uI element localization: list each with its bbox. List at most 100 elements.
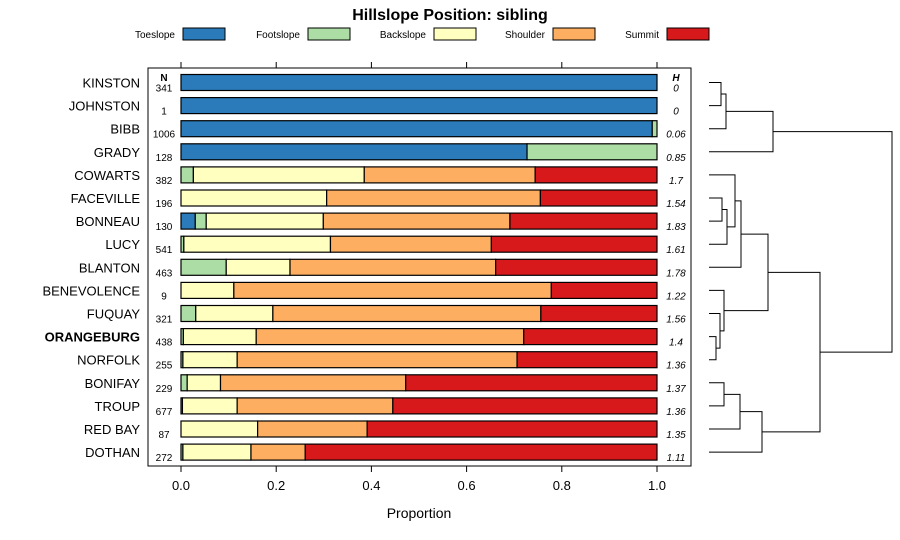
row-h-bonneau: 1.83 (666, 222, 686, 233)
row-n-norfolk: 255 (156, 361, 173, 372)
row-h-fuquay: 1.56 (666, 315, 686, 326)
row-h-kinston: 0 (673, 84, 679, 95)
bar-segment-benevolence-shoulder (233, 281, 552, 299)
dendrogram (709, 82, 893, 453)
row-h-blanton: 1.78 (666, 268, 686, 279)
bar-segment-bibb-footslope (651, 120, 658, 138)
bar-segment-bonifay-summit (405, 374, 658, 392)
bar-segment-lucy-shoulder (329, 235, 492, 253)
row-n-bibb: 1006 (153, 130, 176, 141)
bar-segment-cowarts-shoulder (363, 166, 536, 184)
row-label-dothan: DOTHAN (85, 445, 140, 460)
row-label-cowarts: COWARTS (74, 168, 140, 183)
row-label-bibb: BIBB (110, 122, 140, 137)
row-h-dothan: 1.11 (667, 453, 686, 464)
bar-segment-fuquay-summit (540, 304, 658, 323)
row-label-norfolk: NORFOLK (77, 353, 140, 368)
row-h-benevolence: 1.22 (666, 291, 686, 302)
bar-segment-cowarts-backslope (192, 166, 365, 184)
dendrogram-link-faceville-bonneau (709, 197, 723, 222)
bar-segment-faceville-backslope (180, 189, 328, 207)
bar-segment-blanton-backslope (225, 258, 291, 276)
row-n-cowarts: 382 (156, 176, 173, 187)
row-label-fuquay: FUQUAY (87, 307, 141, 322)
bar-segment-blanton-footslope (180, 258, 227, 276)
dendrogram-link-wet-group (709, 110, 774, 153)
row-h-orangeburg: 1.4 (669, 338, 683, 349)
bar-segment-fuquay-footslope (180, 304, 197, 323)
row-label-orangeburg: ORANGEBURG (45, 330, 140, 345)
bar-segment-grady-footslope (526, 143, 658, 161)
bar-segment-troup-shoulder (236, 397, 394, 415)
row-label-kinston: KINSTON (82, 76, 140, 91)
row-n-fuquay: 321 (156, 315, 173, 326)
legend-label-footslope: Footslope (256, 30, 300, 41)
row-h-grady: 0.85 (666, 153, 686, 164)
dendrogram-link-orangeburg-norfolk (709, 336, 717, 361)
legend-swatch-shoulder (552, 27, 596, 41)
bar-segment-johnston-toeslope (180, 96, 658, 115)
bar-segment-faceville-shoulder (326, 189, 541, 207)
dendrogram-link-bonifay-troup (709, 382, 725, 407)
row-h-faceville: 1.54 (666, 199, 686, 210)
bar-segment-cowarts-summit (534, 166, 658, 184)
legend: Toeslope Footslope Backslope Shoulder Summit (135, 27, 710, 41)
dendrogram-link-kinston-bibb (709, 93, 727, 130)
dendrogram-link-fuquay-norfolk (709, 313, 721, 349)
row-label-grady: GRADY (94, 145, 141, 160)
row-h-bibb: 0.06 (666, 130, 686, 141)
row-h-norfolk: 1.36 (666, 361, 686, 372)
labels-layer: KINSTON 341 0 JOHNSTON 1 0 BIBB 1006 0.06 GRADY 12… (42, 76, 686, 465)
row-label-benevolence: BENEVOLENCE (42, 283, 140, 298)
bar-segment-norfolk-backslope (182, 351, 238, 369)
bar-segment-faceville-summit (539, 189, 658, 207)
bar-segment-bonneau-footslope (194, 212, 207, 230)
bar-segment-bonneau-backslope (205, 212, 324, 230)
x-axis: 0.0 0.2 0.4 0.6 0.8 1.0 (172, 62, 666, 493)
x-tick-label: 0.2 (267, 478, 285, 493)
row-n-benevolence: 9 (161, 291, 167, 302)
bar-segment-lucy-summit (490, 235, 658, 253)
bar-segment-bonneau-toeslope (180, 212, 196, 230)
chart-title: Hillslope Position: sibling (352, 7, 548, 24)
dendrogram-link-shoulder-group (724, 233, 769, 312)
bar-segment-fuquay-shoulder (272, 304, 542, 323)
row-h-johnston: 0 (673, 107, 679, 118)
bars-layer (180, 73, 658, 461)
dendrogram-link-cowarts-blanton (709, 200, 742, 268)
dendrogram-link-kinston-johnston (709, 82, 722, 107)
bar-segment-norfolk-shoulder (236, 351, 518, 369)
x-tick-label: 0.8 (553, 478, 571, 493)
row-h-cowarts: 1.7 (669, 176, 683, 187)
bar-segment-fuquay-backslope (195, 304, 274, 323)
bar-segment-blanton-summit (495, 258, 658, 276)
legend-swatch-backslope (433, 27, 477, 41)
bar-segment-cowarts-footslope (180, 166, 194, 184)
row-label-bonifay: BONIFAY (85, 376, 141, 391)
bar-segment-dothan-summit (304, 443, 658, 461)
row-n-dothan: 272 (156, 453, 173, 464)
bar-segment-orangeburg-backslope (182, 328, 257, 346)
bar-segment-bonifay-shoulder (219, 374, 407, 392)
bar-segment-troup-backslope (181, 397, 238, 415)
row-label-blanton: BLANTON (79, 260, 140, 275)
row-label-lucy: LUCY (105, 237, 140, 252)
x-tick-label: 0.6 (458, 478, 476, 493)
row-n-blanton: 463 (156, 268, 173, 279)
dendrogram-link-upland-group (762, 271, 821, 433)
row-h-red-bay: 1.35 (666, 430, 686, 441)
legend-label-toeslope: Toeslope (135, 30, 175, 41)
bar-segment-norfolk-summit (516, 351, 658, 369)
legend-label-summit: Summit (625, 30, 659, 41)
x-tick-label: 0.0 (172, 478, 190, 493)
plot-frame (147, 67, 692, 467)
legend-swatch-footslope (307, 27, 351, 41)
dendrogram-link-summit-group (709, 411, 763, 453)
legend-swatch-toeslope (182, 27, 226, 41)
legend-label-backslope: Backslope (380, 30, 427, 41)
bar-segment-dothan-backslope (182, 443, 252, 461)
row-n-troup: 677 (156, 407, 173, 418)
row-label-faceville: FACEVILLE (71, 191, 141, 206)
bar-segment-benevolence-backslope (180, 281, 235, 299)
